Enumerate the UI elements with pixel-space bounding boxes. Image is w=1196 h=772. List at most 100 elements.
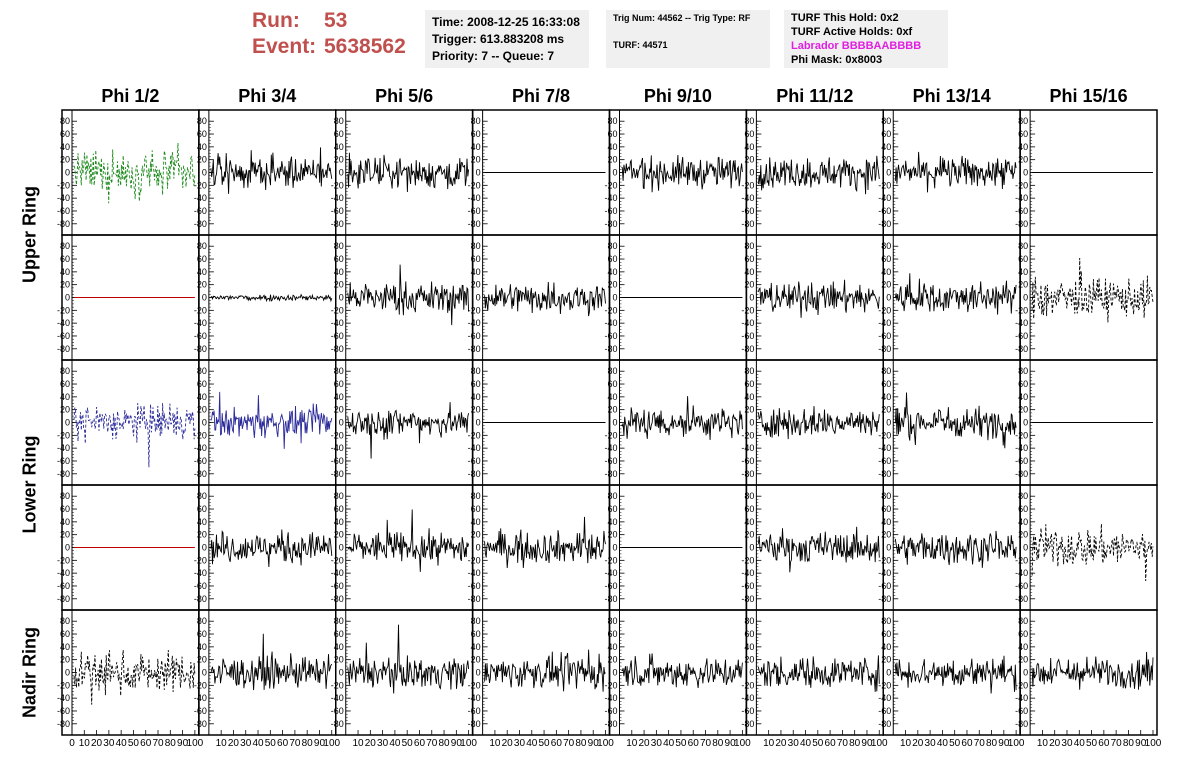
y-tick-label: -80 (1015, 469, 1028, 479)
x-tick-label: 0 (69, 738, 75, 749)
y-tick-label: 40 (471, 517, 481, 527)
y-tick-label: 80 (881, 116, 891, 126)
turf-hold-text: TURF This Hold: 0x2 (791, 12, 899, 24)
y-tick-label: -40 (331, 693, 344, 703)
y-tick-label: 60 (881, 504, 891, 514)
x-tick-label: 90 (314, 738, 326, 749)
y-tick-label: 80 (1018, 116, 1028, 126)
y-tick-label: 0 (749, 168, 754, 178)
x-tick-label: 40 (663, 738, 675, 749)
y-tick-label: -60 (878, 581, 891, 591)
y-tick-label: 60 (60, 129, 70, 139)
y-tick-label: -20 (1015, 180, 1028, 190)
waveform-r2c5 (757, 406, 880, 440)
y-tick-label: -80 (878, 469, 891, 479)
y-tick-label: -60 (741, 331, 754, 341)
y-tick-label: 80 (60, 491, 70, 501)
y-tick-label: -60 (741, 706, 754, 716)
y-tick-label: -40 (331, 193, 344, 203)
trigger-text: Trigger: 613.883208 ms (432, 32, 565, 46)
y-tick-label: -20 (468, 305, 481, 315)
y-tick-label: -80 (604, 469, 617, 479)
y-tick-label: -60 (1015, 206, 1028, 216)
y-tick-label: -60 (194, 706, 207, 716)
y-tick-label: 0 (612, 293, 617, 303)
y-tick-label: -40 (57, 568, 70, 578)
waveform-r3c2 (347, 509, 470, 572)
y-tick-label: 60 (744, 504, 754, 514)
x-tick-label: 20 (365, 738, 377, 749)
y-tick-label: -20 (57, 305, 70, 315)
y-tick-label: 0 (1023, 168, 1028, 178)
y-tick-label: -40 (468, 318, 481, 328)
y-tick-label: 60 (334, 629, 344, 639)
y-tick-label: -20 (468, 430, 481, 440)
y-tick-label: 80 (1018, 366, 1028, 376)
y-tick-label: -60 (468, 331, 481, 341)
y-tick-label: -80 (604, 594, 617, 604)
y-tick-label: 80 (334, 491, 344, 501)
y-tick-label: 0 (476, 668, 481, 678)
y-tick-label: -20 (741, 430, 754, 440)
y-tick-label: 0 (612, 543, 617, 553)
y-tick-label: -60 (1015, 331, 1028, 341)
y-tick-label: 40 (60, 392, 70, 402)
y-tick-label: 80 (744, 491, 754, 501)
y-tick-label: 0 (202, 418, 207, 428)
x-tick-label: 30 (240, 738, 252, 749)
y-tick-label: 40 (744, 392, 754, 402)
y-tick-label: -40 (57, 693, 70, 703)
x-tick-label: 80 (986, 738, 998, 749)
y-tick-label: 20 (607, 280, 617, 290)
panel-frame-r4c3 (471, 609, 611, 736)
x-tick-label: 60 (961, 738, 973, 749)
waveform-r4c4 (621, 653, 743, 688)
y-tick-label: -40 (604, 318, 617, 328)
y-tick-label: 40 (1018, 642, 1028, 652)
x-tick-label: 50 (265, 738, 277, 749)
panel-frame-r1c3 (471, 234, 611, 361)
y-tick-label: 80 (471, 366, 481, 376)
y-tick-label: -40 (604, 193, 617, 203)
x-tick-label: 60 (551, 738, 563, 749)
x-tick-label: 20 (502, 738, 514, 749)
y-tick-label: 60 (197, 504, 207, 514)
y-tick-label: -20 (194, 555, 207, 565)
y-tick-label: -40 (331, 318, 344, 328)
y-tick-label: 80 (60, 616, 70, 626)
x-tick-label: 70 (152, 738, 164, 749)
y-tick-label: 80 (197, 491, 207, 501)
y-tick-label: -20 (57, 180, 70, 190)
y-tick-label: -60 (57, 331, 70, 341)
x-tick-label: 50 (949, 738, 961, 749)
y-tick-label: 20 (471, 155, 481, 165)
x-tick-label: 30 (651, 738, 663, 749)
waveform-r1c5 (757, 279, 880, 318)
event-value: 5638562 (324, 35, 406, 58)
y-tick-label: 0 (202, 668, 207, 678)
y-tick-label: 60 (607, 254, 617, 264)
x-tick-label: 10 (626, 738, 638, 749)
y-tick-label: 60 (744, 254, 754, 264)
y-tick-label: 60 (744, 129, 754, 139)
y-tick-label: 40 (197, 142, 207, 152)
x-tick-label: 100 (1145, 738, 1162, 749)
waveform-r1c6 (894, 273, 1017, 315)
y-tick-label: 20 (1018, 155, 1028, 165)
y-tick-label: -60 (57, 206, 70, 216)
phi-header-6: Phi 11/12 (776, 86, 854, 106)
trig-num-text: Trig Num: 44562 -- Trig Type: RF (613, 13, 751, 23)
panel-frame-r2c0 (61, 359, 200, 486)
y-tick-label: -80 (741, 719, 754, 729)
y-tick-label: -60 (57, 581, 70, 591)
y-tick-label: 20 (197, 155, 207, 165)
y-tick-label: 20 (881, 405, 891, 415)
y-tick-label: -60 (57, 706, 70, 716)
y-tick-label: 60 (60, 629, 70, 639)
y-tick-label: 60 (881, 379, 891, 389)
y-tick-label: 60 (744, 379, 754, 389)
y-tick-label: 60 (1018, 379, 1028, 389)
y-tick-label: 20 (471, 405, 481, 415)
x-tick-label: 40 (389, 738, 401, 749)
y-tick-label: -80 (331, 219, 344, 229)
